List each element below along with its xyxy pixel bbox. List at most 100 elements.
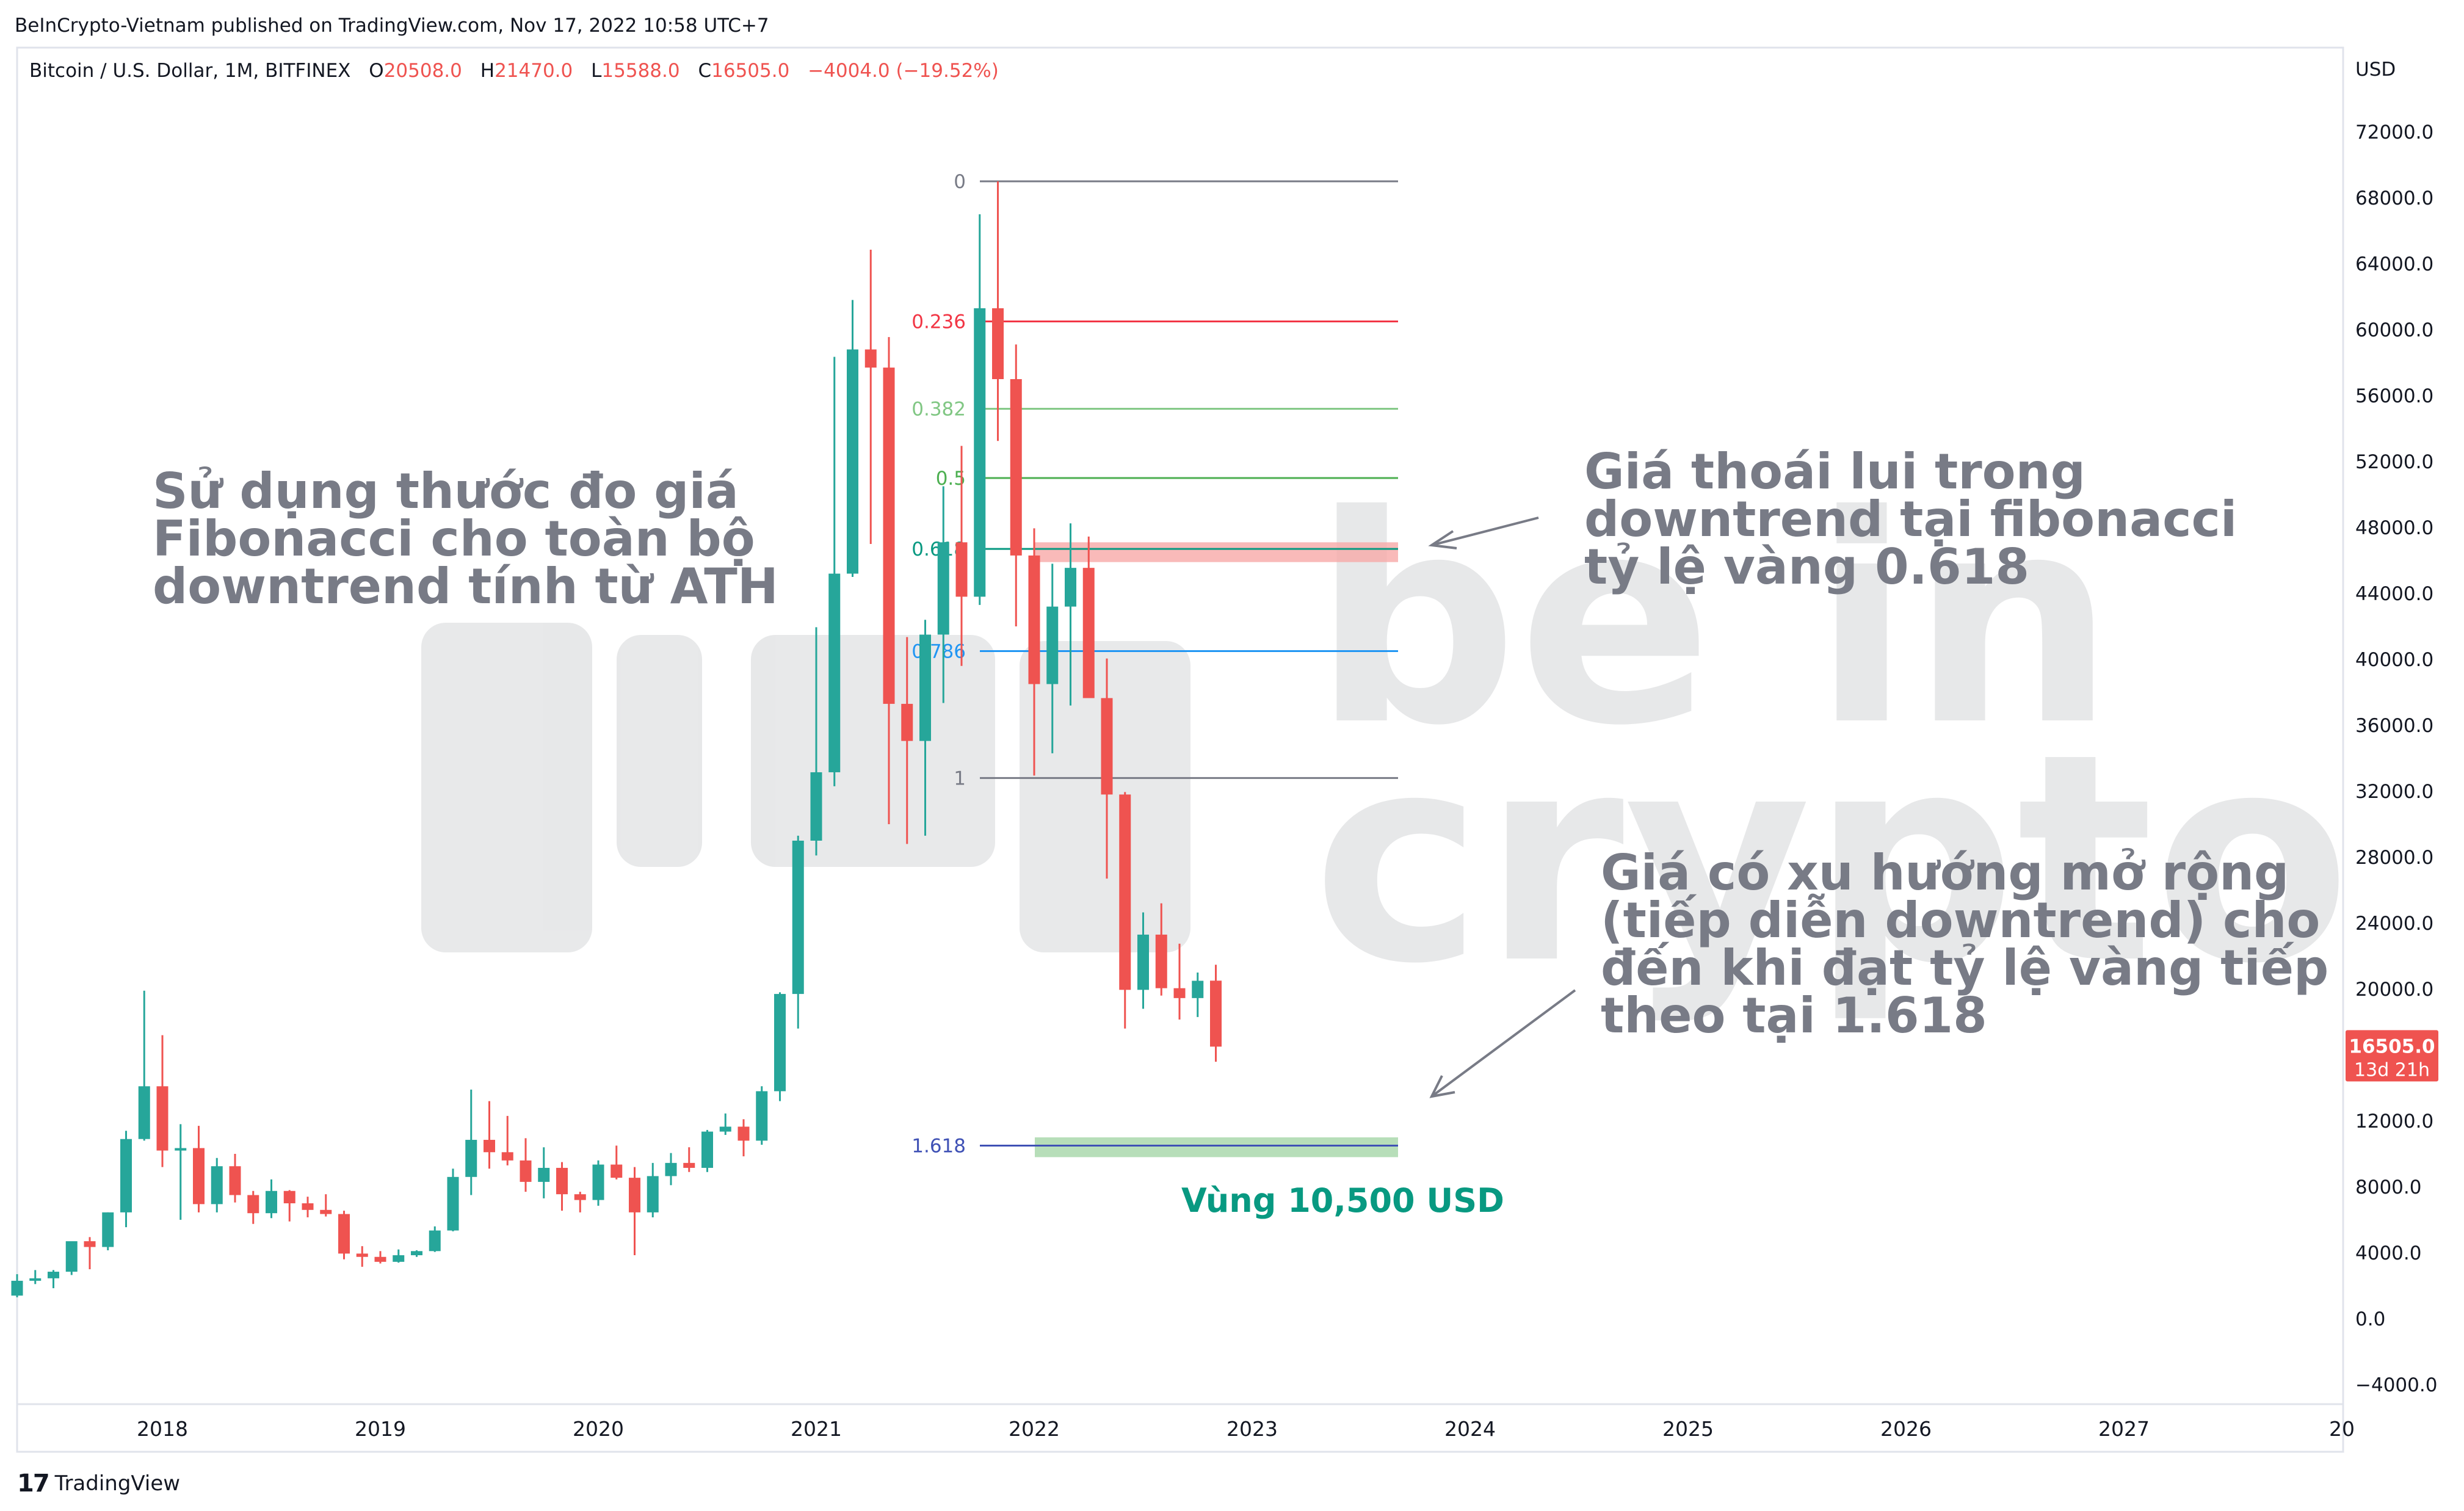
candle-body-50 [919,634,931,741]
candle-body-26 [484,1140,495,1153]
candle-body-64 [1173,988,1186,998]
candle-body-10 [193,1148,205,1205]
time-tick-0: 2018 [137,1417,188,1441]
candle-body-57 [1046,606,1059,684]
candle-body-53 [974,308,986,597]
time-tick-10: 20 [2329,1417,2355,1441]
annotations: Sử dụng thước đo giá Fibonacci cho toàn … [153,443,2328,1220]
candle-body-15 [283,1190,295,1203]
svg-text:Bitcoin / U.S. Dollar, 1M, BIT: Bitcoin / U.S. Dollar, 1M, BITFINEX O205… [29,60,999,82]
candle-body-55 [1010,379,1022,556]
candle-body-60 [1101,698,1113,795]
time-tick-2: 2020 [573,1417,624,1441]
annotation-right-top-line-2: downtrend tại fibonacci [1584,491,2237,548]
fib-label-0: 0 [954,171,966,193]
price-tick-10: 32000.0 [2355,781,2433,803]
candle-body-12 [229,1166,241,1195]
candle-body-54 [992,308,1004,379]
price-tick-12: 24000.0 [2355,913,2433,935]
candle-body-1 [29,1278,42,1281]
zone-label: Vùng 10,500 USD [1181,1181,1504,1220]
fib-zone-1618 [1035,1137,1398,1158]
candle-body-7 [138,1086,150,1139]
candle-body-43 [792,841,804,995]
price-tick-8: 40000.0 [2355,649,2433,671]
arrow-0618-head [1428,530,1457,549]
candle-body-42 [774,994,786,1092]
legend-l-value: 15588.0 [601,60,679,82]
fib-label-1: 0.236 [911,311,966,333]
candles [11,181,1222,1297]
watermark-bracket-left [421,623,592,952]
price-tick-17: 0.0 [2355,1308,2385,1330]
candle-body-44 [810,772,822,841]
price-tick-9: 36000.0 [2355,715,2433,737]
arrow-0618-line [1431,516,1539,546]
candle-body-56 [1028,555,1040,684]
candle-body-34 [629,1178,640,1212]
candle-body-62 [1137,934,1149,990]
fib-label-6: 1 [954,767,966,789]
time-tick-6: 2024 [1444,1417,1496,1441]
candle-body-2 [48,1272,59,1278]
time-tick-9: 2027 [2098,1417,2150,1441]
candle-body-25 [465,1140,477,1177]
candle-body-32 [592,1164,604,1200]
price-tick-13: 20000.0 [2355,979,2433,1001]
candle-body-35 [647,1176,659,1212]
tradingview-footer[interactable]: 17 TradingView [17,1465,180,1502]
price-axis: USD 72000.0 68000.0 64000.0 60000.0 56000.0 52… [2355,59,2437,1396]
candle-body-30 [556,1167,568,1195]
candle-body-37 [683,1162,695,1168]
price-tick-1: 68000.0 [2355,187,2433,209]
beincrypto-watermark: be in crypto [421,454,2351,1026]
price-tick-3: 60000.0 [2355,319,2433,341]
candle-body-49 [901,703,913,741]
legend-change: −4004.0 (−19.52%) [808,60,999,82]
candle-body-46 [847,349,858,574]
candle-body-51 [937,542,949,635]
candle-body-18 [338,1214,350,1254]
time-tick-5: 2023 [1227,1417,1278,1441]
price-tick-11: 28000.0 [2355,847,2433,869]
candle-body-22 [411,1251,422,1256]
annotation-right-top-line-3: tỷ lệ vàng 0.618 [1584,538,2029,595]
legend-c-label: C [698,60,711,82]
candle-body-6 [120,1139,132,1212]
annotation-right-bottom-line-4: theo tại 1.618 [1601,987,1987,1044]
legend-c-value: 16505.0 [711,60,789,82]
price-tick-2: 64000.0 [2355,253,2433,275]
annotation-right-bottom-line-3: đến khi đạt tỷ lệ vàng tiếp [1601,940,2328,996]
candle-body-63 [1155,934,1167,988]
candle-body-4 [84,1241,96,1247]
candle-body-28 [520,1160,532,1182]
ohlc-legend: Bitcoin / U.S. Dollar, 1M, BITFINEX O205… [29,60,999,82]
price-tick-6: 48000.0 [2355,517,2433,539]
candle-body-23 [429,1230,441,1252]
fib-label-2: 0.382 [911,399,966,421]
time-tick-7: 2025 [1662,1417,1714,1441]
candle-body-41 [756,1091,768,1141]
candle-body-59 [1082,568,1095,698]
price-tick-5: 52000.0 [2355,451,2433,473]
watermark-bar-1 [617,635,702,867]
annotation-right-bottom-line-2: (tiếp diễn downtrend) cho [1601,892,2320,949]
price-tick-0: 72000.0 [2355,121,2433,143]
arrow-1618-line [1430,989,1576,1098]
price-tick-18: −4000.0 [2355,1374,2437,1396]
last-price-value: 16505.0 [2349,1035,2435,1057]
candle-body-66 [1210,980,1222,1047]
price-tick-14: 12000.0 [2355,1111,2433,1132]
arrows [1428,516,1576,1098]
candle-body-61 [1119,794,1131,990]
last-price-countdown: 13d 21h [2354,1059,2430,1081]
annotation-left-line-1: Sử dụng thước đo giá [153,463,739,520]
candle-body-16 [302,1203,314,1210]
fib-label-7: 1.618 [911,1136,966,1158]
time-tick-3: 2021 [791,1417,842,1441]
candle-body-8 [156,1086,168,1151]
watermark-bracket-right [1020,641,1190,952]
annotation-right-top-line-1: Giá thoái lui trong [1584,443,2085,500]
